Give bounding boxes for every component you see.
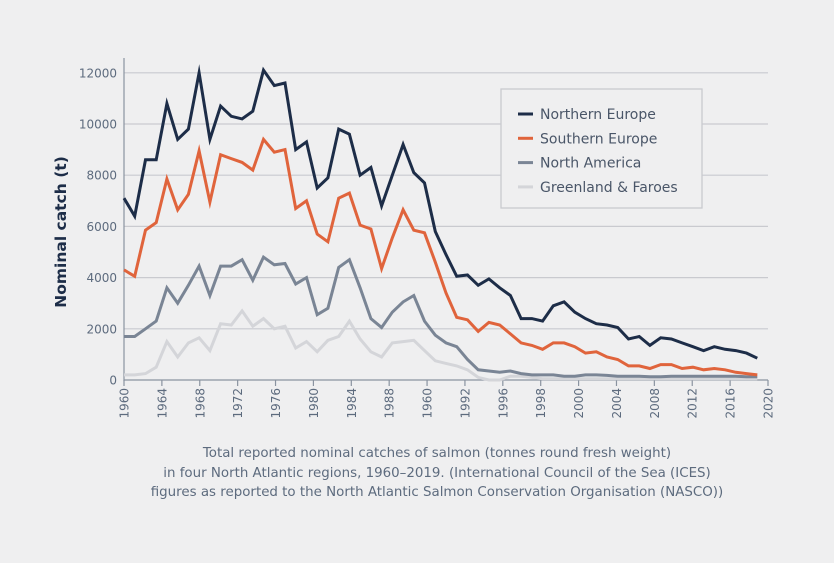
x-tick-label: 2016 bbox=[724, 388, 738, 419]
x-tick-label: 1960 bbox=[421, 388, 435, 419]
y-tick-label: 12000 bbox=[79, 66, 117, 80]
x-tick-label: 1968 bbox=[193, 388, 207, 419]
x-tick-label: 1996 bbox=[496, 388, 510, 419]
x-tick-label: 1980 bbox=[307, 388, 321, 419]
legend-label-north-america: North America bbox=[540, 156, 641, 172]
series-lines bbox=[122, 64, 758, 382]
y-axis-label: Nominal catch (t) bbox=[52, 156, 70, 308]
legend-box bbox=[500, 88, 703, 209]
y-tick-labels: 0 2000 4000 6000 8000 10000 12000 bbox=[79, 66, 117, 387]
x-tick-label: 1984 bbox=[345, 388, 359, 419]
series-line-greenland-faroes bbox=[124, 308, 758, 382]
series-line-southern-europe bbox=[123, 136, 758, 377]
x-tick-label: 1960 bbox=[118, 388, 132, 419]
figure-caption: Total reported nominal catches of salmon… bbox=[60, 444, 814, 503]
y-tick-label: 0 bbox=[109, 374, 117, 388]
x-tick-label: 1988 bbox=[383, 388, 397, 419]
x-tick-label: 1992 bbox=[458, 388, 472, 419]
legend-label-southern-europe: Southern Europe bbox=[540, 131, 657, 147]
x-tick-label: 1998 bbox=[534, 388, 548, 419]
x-tick-label: 2020 bbox=[762, 388, 776, 419]
caption-line-2: in four North Atlantic regions, 1960–201… bbox=[163, 465, 711, 481]
gridlines bbox=[124, 72, 768, 330]
caption-line-3: figures as reported to the North Atlanti… bbox=[150, 485, 724, 500]
x-tick-label: 2008 bbox=[648, 388, 662, 419]
x-tick-label: 1976 bbox=[269, 388, 283, 419]
legend: Northern Europe Southern Europe North Amer… bbox=[500, 88, 703, 209]
x-tick-labels: 1960 1964 1968 1972 1976 1980 1984 1988 1960 1992… bbox=[118, 388, 776, 419]
x-tick-label: 2000 bbox=[572, 388, 586, 419]
y-tick-label: 2000 bbox=[86, 322, 117, 336]
x-tick-label: 1964 bbox=[155, 388, 169, 419]
y-tick-label: 6000 bbox=[86, 220, 117, 234]
x-tick-label: 2012 bbox=[686, 388, 700, 419]
line-chart: 0 2000 4000 6000 8000 10000 12000 1960 1964 1968… bbox=[52, 58, 776, 419]
y-tick-label: 8000 bbox=[86, 169, 117, 183]
legend-label-greenland-faroes: Greenland & Faroes bbox=[540, 180, 678, 196]
caption-line-1: Total reported nominal catches of salmon… bbox=[202, 446, 672, 461]
y-tick-label: 4000 bbox=[86, 271, 117, 285]
series-line-north-america bbox=[124, 254, 758, 379]
x-tick-label: 1972 bbox=[231, 388, 245, 419]
series-line-northern-europe bbox=[122, 64, 758, 360]
y-tick-label: 10000 bbox=[79, 118, 117, 132]
legend-label-northern-europe: Northern Europe bbox=[540, 107, 656, 123]
x-tick-label: 2004 bbox=[610, 388, 624, 419]
